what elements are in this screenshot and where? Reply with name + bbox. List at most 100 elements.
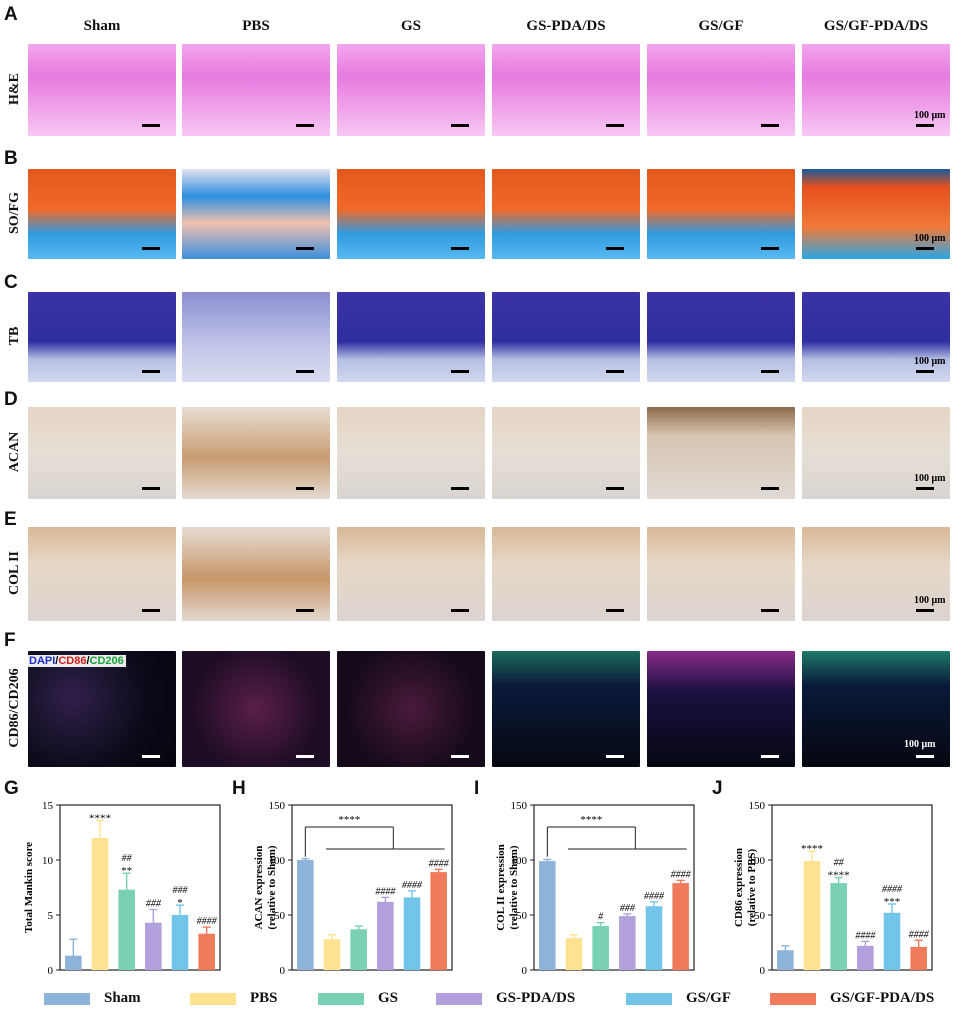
bar bbox=[883, 912, 901, 970]
bar bbox=[323, 939, 341, 970]
legend-item: GS/GF bbox=[626, 990, 731, 1007]
group-legend: Sham PBS GS GS-PDA/DS GS/GF GS/GF-PDA/DS bbox=[0, 986, 955, 1012]
scale-bar bbox=[606, 370, 624, 373]
significance-mark: **** bbox=[89, 812, 111, 824]
micrograph-image bbox=[802, 169, 950, 259]
significance-hash: #### bbox=[671, 869, 692, 880]
significance-hash: ## bbox=[122, 853, 133, 864]
scale-bar bbox=[296, 370, 314, 373]
bar bbox=[803, 861, 821, 970]
micrograph-image bbox=[337, 651, 485, 767]
plot-frame bbox=[59, 804, 221, 971]
micrograph-image bbox=[28, 407, 176, 499]
legend-item: Sham bbox=[44, 990, 141, 1007]
scale-bar-label: 100 μm bbox=[914, 233, 946, 244]
scale-bar bbox=[296, 755, 314, 758]
scale-bar bbox=[916, 755, 934, 758]
scale-bar bbox=[142, 755, 160, 758]
scale-bar bbox=[606, 755, 624, 758]
micrograph-image bbox=[647, 651, 795, 767]
significance-hash: #### bbox=[197, 916, 218, 927]
bar bbox=[198, 933, 215, 970]
scale-bar bbox=[296, 487, 314, 490]
y-tick-label: 50 bbox=[516, 910, 528, 922]
micrograph-image bbox=[182, 169, 330, 259]
micrograph-image bbox=[182, 651, 330, 767]
legend-label: GS/GF-PDA/DS bbox=[830, 990, 935, 1006]
y-tick-label: 5 bbox=[48, 910, 54, 922]
bar bbox=[145, 922, 162, 970]
legend-swatch bbox=[770, 992, 816, 1005]
fluorescence-legend-dapi: DAPI bbox=[29, 655, 56, 667]
y-tick-label: 15 bbox=[42, 800, 54, 812]
micrograph-image bbox=[28, 651, 176, 767]
bar-chart: 0 50 100 150 ACAN expression (relative to Sha… bbox=[253, 800, 453, 977]
panel-letter: D bbox=[4, 389, 18, 410]
panel-letter: J bbox=[712, 778, 723, 799]
panel-letter: C bbox=[4, 272, 18, 293]
significance-hash: ### bbox=[620, 903, 636, 914]
fluorescence-legend-sep1: / bbox=[55, 655, 59, 667]
bar-chart: 0 50 100 150 COL II expression (relative to S… bbox=[495, 800, 695, 977]
y-tick-label: 0 bbox=[280, 965, 286, 977]
legend-label: GS-PDA/DS bbox=[496, 990, 576, 1006]
significance-hash: #### bbox=[644, 891, 665, 902]
scale-bar bbox=[761, 370, 779, 373]
column-header: GS-PDA/DS bbox=[526, 18, 606, 34]
row-label: ACAN bbox=[7, 431, 22, 473]
bar bbox=[830, 883, 847, 970]
bar bbox=[777, 950, 794, 970]
legend-label: Sham bbox=[104, 990, 141, 1006]
micrograph-image bbox=[28, 44, 176, 136]
y-axis-label: Total Mankin score bbox=[23, 842, 35, 933]
legend-swatch bbox=[44, 992, 90, 1005]
row-label: CD86/CD206 bbox=[7, 668, 22, 748]
y-tick-label: 10 bbox=[42, 855, 54, 867]
micrograph-image bbox=[647, 292, 795, 382]
bar bbox=[910, 946, 927, 970]
significance-hash: #### bbox=[402, 880, 423, 891]
micrograph-image bbox=[647, 169, 795, 259]
scale-bar bbox=[451, 487, 469, 490]
bar bbox=[297, 860, 314, 970]
row-label: COL II bbox=[7, 551, 22, 595]
legend-swatch bbox=[436, 992, 482, 1005]
scale-bar bbox=[761, 755, 779, 758]
significance-hash: #### bbox=[375, 886, 396, 897]
legend-label: GS/GF bbox=[686, 990, 732, 1006]
panel-letter: B bbox=[4, 148, 18, 169]
scale-bar bbox=[296, 609, 314, 612]
scale-bar bbox=[296, 247, 314, 250]
y-tick-label: 150 bbox=[269, 800, 286, 812]
y-tick-label: 0 bbox=[760, 965, 766, 977]
bar bbox=[377, 901, 394, 970]
row-label: H&E bbox=[7, 73, 22, 105]
bar bbox=[672, 883, 689, 970]
y-axis-label: ACAN expression bbox=[253, 846, 265, 930]
micrograph-image bbox=[492, 407, 640, 499]
micrograph-image bbox=[802, 407, 950, 499]
column-header: GS/GF-PDA/DS bbox=[823, 18, 929, 34]
panel-letter: I bbox=[474, 778, 480, 799]
panel-letter: G bbox=[4, 778, 19, 799]
scale-bar bbox=[451, 124, 469, 127]
column-header: PBS bbox=[242, 18, 270, 34]
scale-bar bbox=[916, 124, 934, 127]
bar bbox=[592, 926, 609, 970]
column-header: GS/GF bbox=[698, 18, 744, 34]
bracket-label: **** bbox=[580, 814, 602, 826]
significance-mark: * bbox=[177, 897, 183, 909]
scale-bar-label: 100 μm bbox=[914, 110, 946, 121]
micrograph-image bbox=[182, 527, 330, 621]
y-tick-label: 100 bbox=[269, 855, 286, 867]
plot-frame bbox=[291, 804, 453, 971]
scale-bar bbox=[916, 247, 934, 250]
significance-mark: ** bbox=[121, 865, 132, 877]
fluorescence-legend-sep2: / bbox=[86, 655, 90, 667]
micrograph-image bbox=[28, 292, 176, 382]
y-tick-label: 100 bbox=[749, 855, 766, 867]
micrograph-image bbox=[492, 44, 640, 136]
legend-item: GS/GF-PDA/DS bbox=[770, 990, 934, 1007]
y-tick-label: 0 bbox=[522, 965, 528, 977]
